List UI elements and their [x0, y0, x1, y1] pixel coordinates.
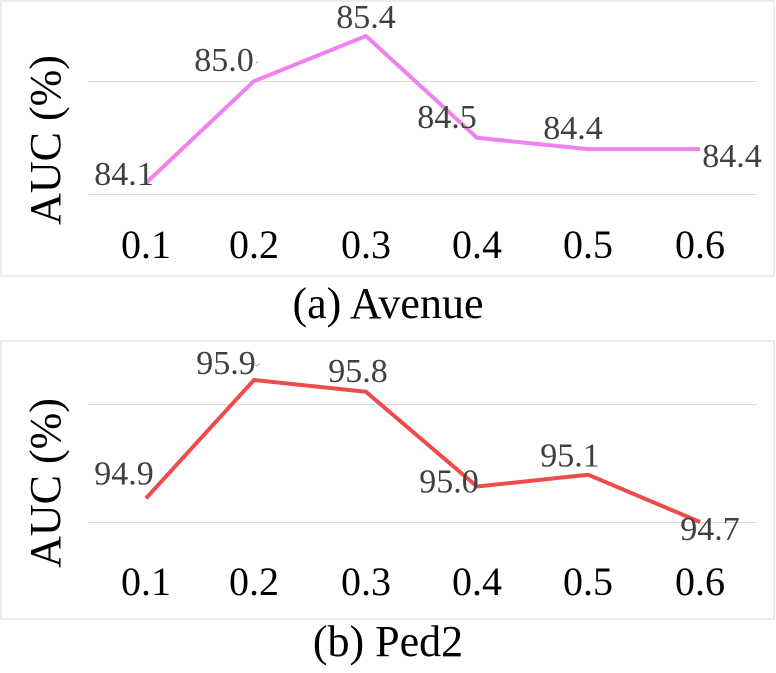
x-tick-label: 0.1 — [121, 559, 171, 604]
data-label: 94.9 — [94, 455, 154, 492]
label-leader — [255, 363, 261, 367]
data-label: 95.9 — [196, 345, 256, 382]
series-line-avenue — [144, 34, 700, 185]
x-tick-label: 0.2 — [229, 559, 279, 604]
x-tick-label: 0.5 — [563, 222, 613, 267]
x-tick-labels: 0.1 0.2 0.3 0.4 0.5 0.6 — [121, 559, 725, 604]
chart-avenue: 84.1 85.0 85.4 84.5 84.4 84.4 0.1 0.2 0.3 0.4 0.5… — [0, 0, 775, 328]
data-label: 95.8 — [328, 353, 388, 390]
data-label: 84.5 — [417, 99, 477, 136]
chart-frame — [0, 0, 775, 277]
chart-ped2: 94.9 95.9 95.8 95.0 95.1 94.7 0.1 0.2 0.3 0.4 0.5… — [0, 340, 775, 666]
data-label: 94.7 — [680, 511, 740, 548]
chart-title: (a) Avenue — [293, 279, 484, 328]
series-line-ped2 — [144, 378, 701, 524]
chart-frame — [0, 340, 775, 620]
data-labels: 94.9 95.9 95.8 95.0 95.1 94.7 — [94, 345, 740, 548]
data-label: 84.1 — [94, 156, 154, 193]
x-tick-label: 0.3 — [341, 222, 391, 267]
data-label: 85.4 — [336, 0, 396, 36]
x-tick-label: 0.3 — [341, 559, 391, 604]
chart-panel-avenue: 84.1 85.0 85.4 84.5 84.4 84.4 0.1 0.2 0.3 0.4 0.5… — [0, 0, 775, 328]
label-leaders — [255, 60, 259, 64]
x-tick-label: 0.4 — [452, 222, 502, 267]
x-tick-label: 0.6 — [675, 222, 725, 267]
data-label: 84.4 — [702, 138, 762, 175]
label-leader — [255, 60, 259, 64]
data-label: 84.4 — [543, 110, 603, 147]
data-labels: 84.1 85.0 85.4 84.5 84.4 84.4 — [94, 0, 762, 193]
y-axis-label: AUC (%) — [21, 398, 70, 568]
y-axis-label: AUC (%) — [21, 55, 70, 225]
data-label: 85.0 — [194, 42, 254, 79]
x-tick-label: 0.4 — [452, 559, 502, 604]
chart-title: (b) Ped2 — [313, 617, 463, 666]
label-leaders — [255, 363, 261, 367]
x-tick-label: 0.1 — [121, 222, 171, 267]
data-label: 95.0 — [419, 464, 479, 501]
x-tick-labels: 0.1 0.2 0.3 0.4 0.5 0.6 — [121, 222, 725, 267]
x-tick-label: 0.6 — [675, 559, 725, 604]
x-tick-label: 0.2 — [229, 222, 279, 267]
data-label: 95.1 — [540, 438, 600, 475]
gridlines — [88, 404, 757, 523]
gridlines — [88, 81, 757, 195]
chart-panel-ped2: 94.9 95.9 95.8 95.0 95.1 94.7 0.1 0.2 0.3 0.4 0.5… — [0, 340, 776, 673]
x-tick-label: 0.5 — [563, 559, 613, 604]
